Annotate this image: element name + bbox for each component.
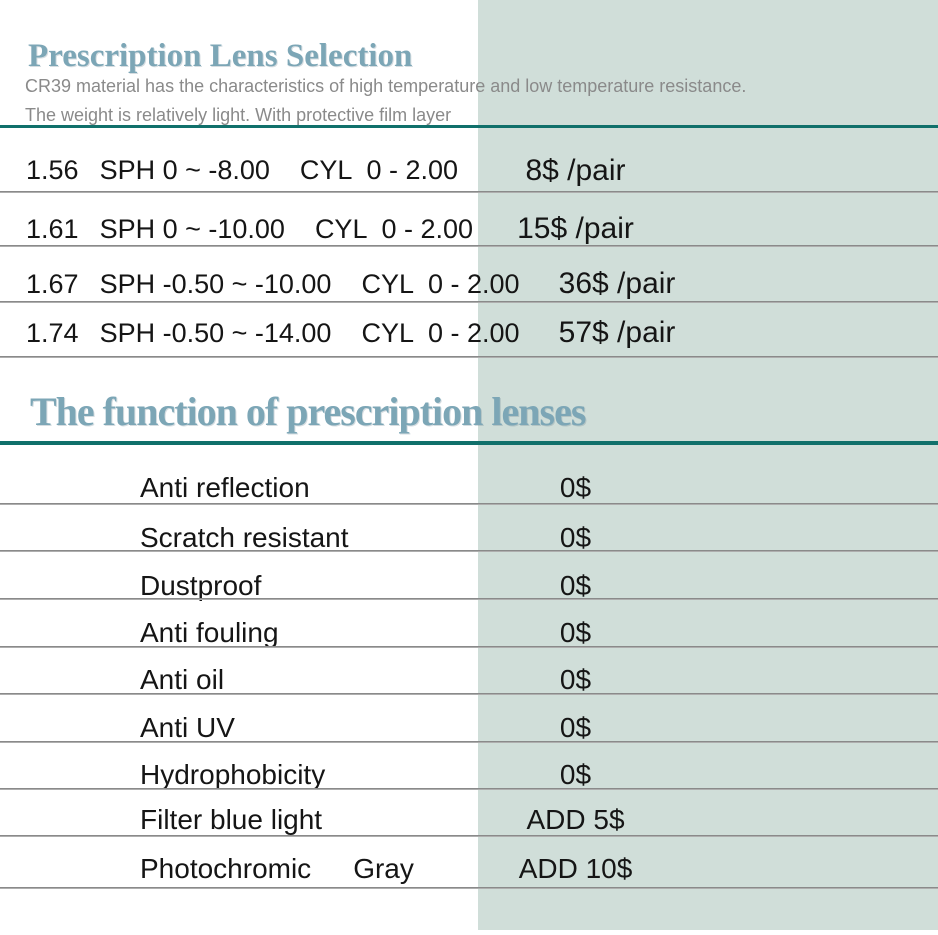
function-price: 0$ bbox=[559, 570, 592, 601]
function-row-anti-uv: Anti UV 0$ bbox=[0, 695, 938, 743]
subtitle-line-2: The weight is relatively light. With pro… bbox=[25, 105, 452, 125]
lens-spec: 1.74 SPH -0.50 ~ -14.00 CYL 0 - 2.00 bbox=[0, 318, 520, 349]
lens-row-1.74: 1.74 SPH -0.50 ~ -14.00 CYL 0 - 2.00 57$… bbox=[0, 303, 938, 358]
function-label: Anti oil bbox=[0, 664, 478, 696]
function-row-hydrophobicity: Hydrophobicity 0$ bbox=[0, 743, 938, 790]
function-label: Anti reflection bbox=[0, 472, 478, 504]
lens-options-table: 1.56 SPH 0 ~ -8.00 CYL 0 - 2.00 8$ /pair… bbox=[0, 128, 938, 358]
function-label-text: Anti reflection bbox=[140, 472, 310, 503]
lens-spec: 1.61 SPH 0 ~ -10.00 CYL 0 - 2.00 bbox=[0, 214, 478, 245]
lens-row-1.56: 1.56 SPH 0 ~ -8.00 CYL 0 - 2.00 8$ /pair bbox=[0, 128, 938, 193]
function-row-anti-reflection: Anti reflection 0$ bbox=[0, 445, 938, 505]
lens-sph-range: SPH -0.50 ~ -14.00 bbox=[99, 317, 332, 348]
function-price: 0$ bbox=[559, 712, 592, 743]
function-price: 0$ bbox=[559, 472, 592, 503]
lens-price: 8$ /pair bbox=[525, 153, 626, 187]
page-title: Prescription Lens Selection bbox=[28, 38, 413, 74]
lens-cyl-range: CYL 0 - 2.00 bbox=[361, 268, 520, 299]
function-row-photochromic: Photochromic Gray ADD 10$ bbox=[0, 837, 938, 889]
teal-background-panel bbox=[478, 0, 938, 930]
subtitle-line-1: CR39 material has the characteristics of… bbox=[25, 76, 747, 96]
function-label-text: Photochromic bbox=[140, 853, 312, 884]
function-label-text: Dustproof bbox=[140, 570, 262, 601]
function-label: Filter blue light bbox=[0, 804, 478, 836]
function-price: ADD 5$ bbox=[526, 804, 625, 835]
function-label-variant: Gray bbox=[353, 853, 414, 884]
functions-table: Anti reflection 0$ Scratch resistant 0$ … bbox=[0, 445, 938, 889]
lens-spec: 1.56 SPH 0 ~ -8.00 CYL 0 - 2.00 bbox=[0, 155, 478, 186]
function-label: Dustproof bbox=[0, 570, 478, 602]
function-label-text: Anti fouling bbox=[140, 617, 279, 648]
function-row-scratch-resistant: Scratch resistant 0$ bbox=[0, 505, 938, 554]
function-price: ADD 10$ bbox=[518, 853, 633, 884]
function-label-text: Scratch resistant bbox=[140, 522, 349, 553]
lens-index: 1.56 bbox=[26, 155, 79, 185]
lens-cyl-range: CYL 0 - 2.00 bbox=[361, 317, 520, 348]
lens-price: 15$ /pair bbox=[517, 212, 634, 245]
lens-row-1.61: 1.61 SPH 0 ~ -10.00 CYL 0 - 2.00 15$ /pa… bbox=[0, 193, 938, 247]
lens-sph-range: SPH -0.50 ~ -10.00 bbox=[99, 268, 332, 299]
function-price: 0$ bbox=[559, 522, 592, 553]
function-label-text: Hydrophobicity bbox=[140, 759, 326, 790]
function-label: Hydrophobicity bbox=[0, 759, 478, 791]
lens-price: 57$ /pair bbox=[558, 316, 676, 349]
function-row-dustproof: Dustproof 0$ bbox=[0, 552, 938, 602]
function-label: Anti UV bbox=[0, 712, 478, 744]
function-row-anti-oil: Anti oil 0$ bbox=[0, 648, 938, 695]
function-price: 0$ bbox=[559, 664, 592, 695]
accent-divider-functions bbox=[0, 441, 938, 445]
function-label-text: Anti oil bbox=[140, 664, 225, 695]
functions-section-heading: The function of prescription lenses bbox=[30, 389, 586, 434]
lens-index: 1.74 bbox=[26, 317, 79, 348]
lens-price: 36$ /pair bbox=[558, 267, 676, 300]
lens-row-1.67: 1.67 SPH -0.50 ~ -10.00 CYL 0 - 2.00 36$… bbox=[0, 247, 938, 303]
function-label-text: Filter blue light bbox=[140, 804, 323, 835]
lens-cyl-range: CYL 0 - 2.00 bbox=[299, 155, 459, 185]
function-label: Anti fouling bbox=[0, 617, 478, 649]
lens-sph-range: SPH 0 ~ -10.00 bbox=[99, 213, 285, 244]
function-price: 0$ bbox=[559, 759, 592, 790]
function-price: 0$ bbox=[559, 617, 592, 648]
function-label-text: Anti UV bbox=[140, 712, 235, 743]
lens-cyl-range: CYL 0 - 2.00 bbox=[314, 213, 474, 244]
lens-sph-range: SPH 0 ~ -8.00 bbox=[99, 155, 270, 185]
accent-divider-top bbox=[0, 125, 938, 128]
lens-index: 1.61 bbox=[26, 213, 79, 244]
function-row-filter-blue-light: Filter blue light ADD 5$ bbox=[0, 790, 938, 837]
function-label: Scratch resistant bbox=[0, 522, 478, 554]
lens-spec: 1.67 SPH -0.50 ~ -10.00 CYL 0 - 2.00 bbox=[0, 269, 520, 300]
function-label: Photochromic Gray bbox=[0, 853, 478, 885]
function-row-anti-fouling: Anti fouling 0$ bbox=[0, 600, 938, 648]
lens-index: 1.67 bbox=[26, 268, 79, 299]
